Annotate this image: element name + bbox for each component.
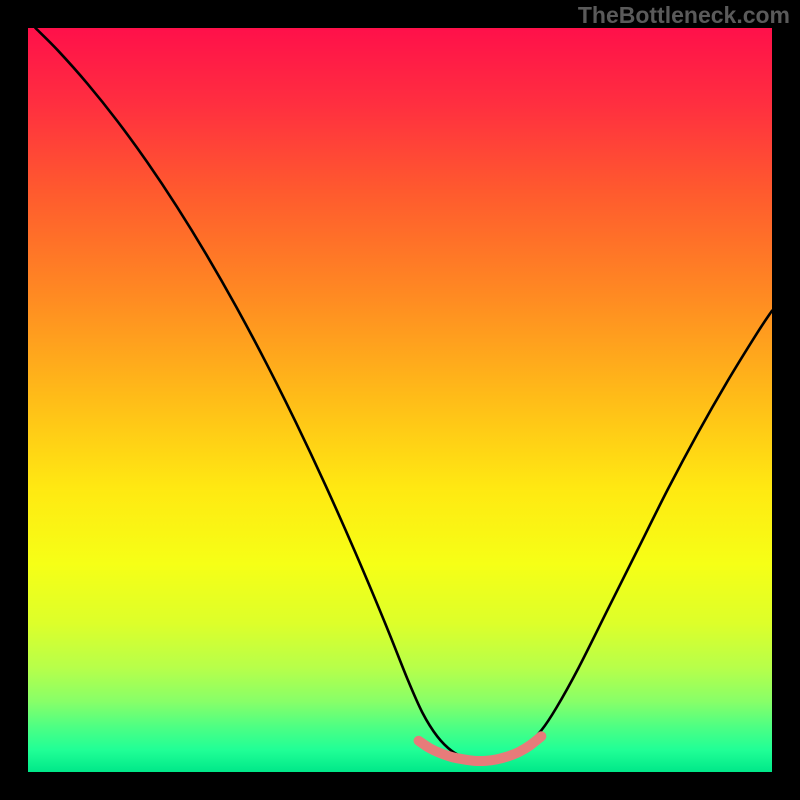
watermark-text: TheBottleneck.com bbox=[578, 2, 790, 29]
optimal-range-marker bbox=[419, 736, 542, 761]
bottleneck-curve-chart bbox=[0, 0, 800, 800]
chart-frame-border bbox=[14, 14, 786, 786]
gradient-background bbox=[28, 28, 772, 772]
bottleneck-curve bbox=[35, 28, 772, 761]
